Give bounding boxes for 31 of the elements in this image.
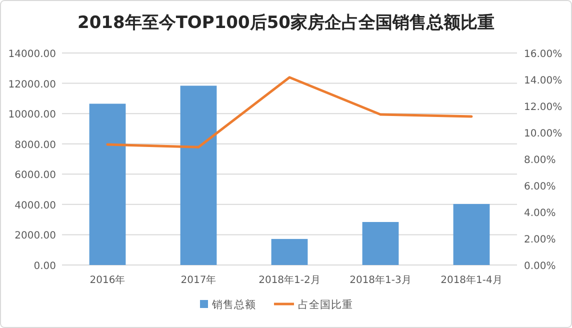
legend-label: 占全国比重 <box>298 298 353 311</box>
bar <box>453 204 490 265</box>
y-tick-label: 0.00 <box>34 261 56 272</box>
y-tick-label: 2000.00 <box>14 230 56 242</box>
x-tick-label: 2016年 <box>90 274 126 286</box>
y-tick-label: 4000.00 <box>14 200 56 212</box>
bar <box>362 222 399 265</box>
x-tick-label: 2018年1-4月 <box>440 274 502 286</box>
y-tick-label: 10000.00 <box>8 110 56 121</box>
y-tick-label: 6000.00 <box>14 170 56 182</box>
y2-tick-label: 6.00% <box>524 182 556 192</box>
x-tick-label: 2018年1-2月 <box>258 274 320 286</box>
y2-tick-label: 10.00% <box>524 128 562 140</box>
y-tick-label: 14000.00 <box>8 49 56 60</box>
bar <box>271 238 308 265</box>
y-tick-label: 8000.00 <box>14 140 56 151</box>
y2-tick-label: 16.00% <box>524 49 562 60</box>
y2-tick-label: 14.00% <box>524 76 562 86</box>
y-tick-label: 12000.00 <box>8 79 56 90</box>
y2-tick-label: 12.00% <box>524 102 562 113</box>
y2-tick-label: 8.00% <box>524 155 556 166</box>
bar <box>180 86 217 265</box>
line-series <box>106 76 473 148</box>
legend-label: 销售总额 <box>211 298 256 311</box>
bar <box>89 104 126 265</box>
x-tick-label: 2018年1-3月 <box>350 274 412 286</box>
y2-tick-label: 0.00% <box>524 261 556 272</box>
y2-tick-label: 4.00% <box>524 208 556 219</box>
y2-tick-label: 2.00% <box>524 234 556 246</box>
x-tick-label: 2017年 <box>180 274 216 286</box>
chart-title: 2018年至今TOP100后50家房企占全国销售总额比重 <box>78 13 494 33</box>
